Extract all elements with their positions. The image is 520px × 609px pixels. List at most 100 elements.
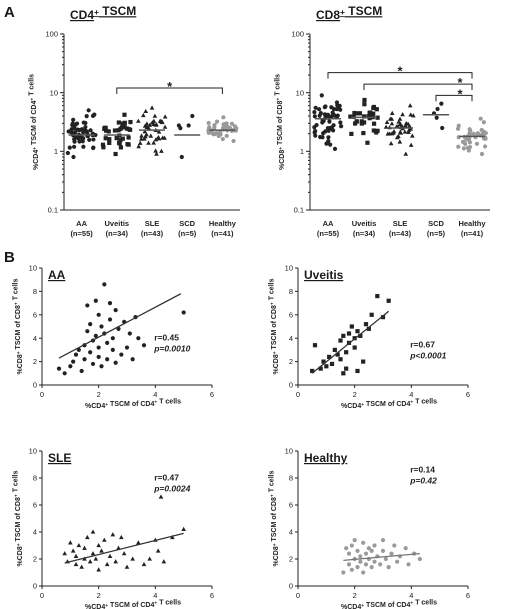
y-tick-label: 8 (289, 474, 293, 483)
data-point (142, 129, 148, 134)
data-point (464, 137, 469, 142)
data-point (159, 119, 165, 125)
data-point (56, 366, 62, 371)
data-point (318, 111, 323, 116)
data-point (112, 128, 118, 133)
category-n-label: (n=41) (211, 229, 234, 238)
y-tick-label: 100 (45, 30, 58, 39)
data-point (214, 119, 220, 124)
data-point (378, 562, 383, 567)
significance-star: * (397, 64, 403, 79)
category-label: SCD (428, 219, 444, 228)
data-point (352, 121, 358, 126)
category-n-label: (n=34) (353, 229, 376, 238)
data-point (96, 354, 101, 360)
regression-line (311, 310, 390, 374)
data-point (368, 110, 373, 115)
x-axis-label: %CD4+ TSCM of CD4+ T cells (85, 600, 181, 609)
data-point (440, 125, 445, 131)
data-point (231, 138, 236, 144)
scatter-plot-sle: SLE 0 2 4 6 8 10 0 2 4 6 %CD4+ TSCM of CD4+ T cells… (13, 447, 214, 609)
data-point (181, 526, 186, 531)
data-point (327, 125, 332, 131)
data-point (156, 136, 162, 141)
data-point (77, 139, 82, 144)
data-point (73, 561, 79, 567)
data-point (88, 350, 93, 355)
data-point (407, 123, 412, 128)
data-point (321, 359, 326, 364)
data-point (400, 112, 405, 117)
correlation-p: p<0.0001 (409, 351, 446, 361)
y-tick-label: 1 (300, 147, 304, 156)
y-tick-label: 8 (289, 287, 293, 296)
data-point (158, 494, 164, 499)
data-point (324, 112, 329, 118)
y-tick-label: 10 (285, 264, 293, 273)
data-point (186, 123, 191, 128)
significance-bracket (363, 83, 473, 91)
x-tick-label: 6 (466, 390, 470, 399)
y-tick-label: 6 (33, 310, 37, 319)
data-point (392, 543, 397, 548)
data-point (327, 354, 332, 360)
data-point (313, 105, 318, 110)
data-point (70, 121, 75, 126)
data-point (332, 113, 337, 118)
data-point (346, 331, 352, 336)
data-point (170, 534, 175, 540)
x-tick-label: 2 (97, 591, 101, 600)
data-point (206, 120, 211, 126)
category-n-label: (n=55) (70, 229, 93, 238)
data-point (310, 368, 315, 374)
data-point (107, 137, 112, 142)
data-point (68, 540, 73, 545)
data-point (355, 111, 360, 116)
data-point (96, 312, 101, 317)
x-axis-label: %CD4+ TSCM of CD4+ T cells (341, 399, 437, 410)
data-point (161, 559, 167, 564)
data-point (326, 135, 331, 140)
data-point (374, 107, 379, 112)
data-point (130, 357, 135, 362)
data-point (383, 556, 388, 562)
data-point (80, 139, 85, 144)
x-tick-label: 0 (296, 390, 300, 399)
data-point (128, 127, 133, 132)
data-point (218, 130, 223, 135)
data-point (481, 120, 486, 125)
data-point (352, 538, 357, 543)
correlation-r: r=0.47 (154, 473, 179, 483)
data-point (455, 126, 461, 131)
data-point (141, 561, 147, 567)
data-point (70, 548, 76, 553)
data-point (314, 122, 319, 128)
data-point (468, 128, 473, 134)
data-point (110, 347, 115, 352)
data-point (155, 548, 161, 553)
data-point (344, 546, 349, 551)
data-point (125, 142, 130, 147)
category-n-label: (n=43) (389, 229, 412, 238)
data-point (410, 133, 415, 138)
data-point (71, 144, 77, 149)
data-point (79, 368, 84, 374)
data-point (224, 133, 229, 139)
data-point (82, 128, 87, 134)
data-point (69, 128, 74, 134)
y-tick-label: 6 (33, 501, 37, 510)
data-point (482, 144, 488, 149)
data-point (105, 357, 110, 362)
y-tick-label: 0.1 (48, 206, 58, 215)
data-point (113, 559, 118, 564)
scatter-plot-healthy: Healthy 0 2 4 6 8 10 0 2 4 6 %CD4+ TSCM of CD4+ T c… (269, 447, 470, 609)
correlation-p: p=0.42 (409, 476, 437, 486)
data-point (322, 104, 327, 110)
data-point (122, 124, 127, 130)
data-point (403, 546, 408, 551)
regression-line (343, 552, 420, 561)
data-point (341, 570, 346, 575)
data-point (85, 329, 90, 334)
data-point (99, 548, 104, 553)
